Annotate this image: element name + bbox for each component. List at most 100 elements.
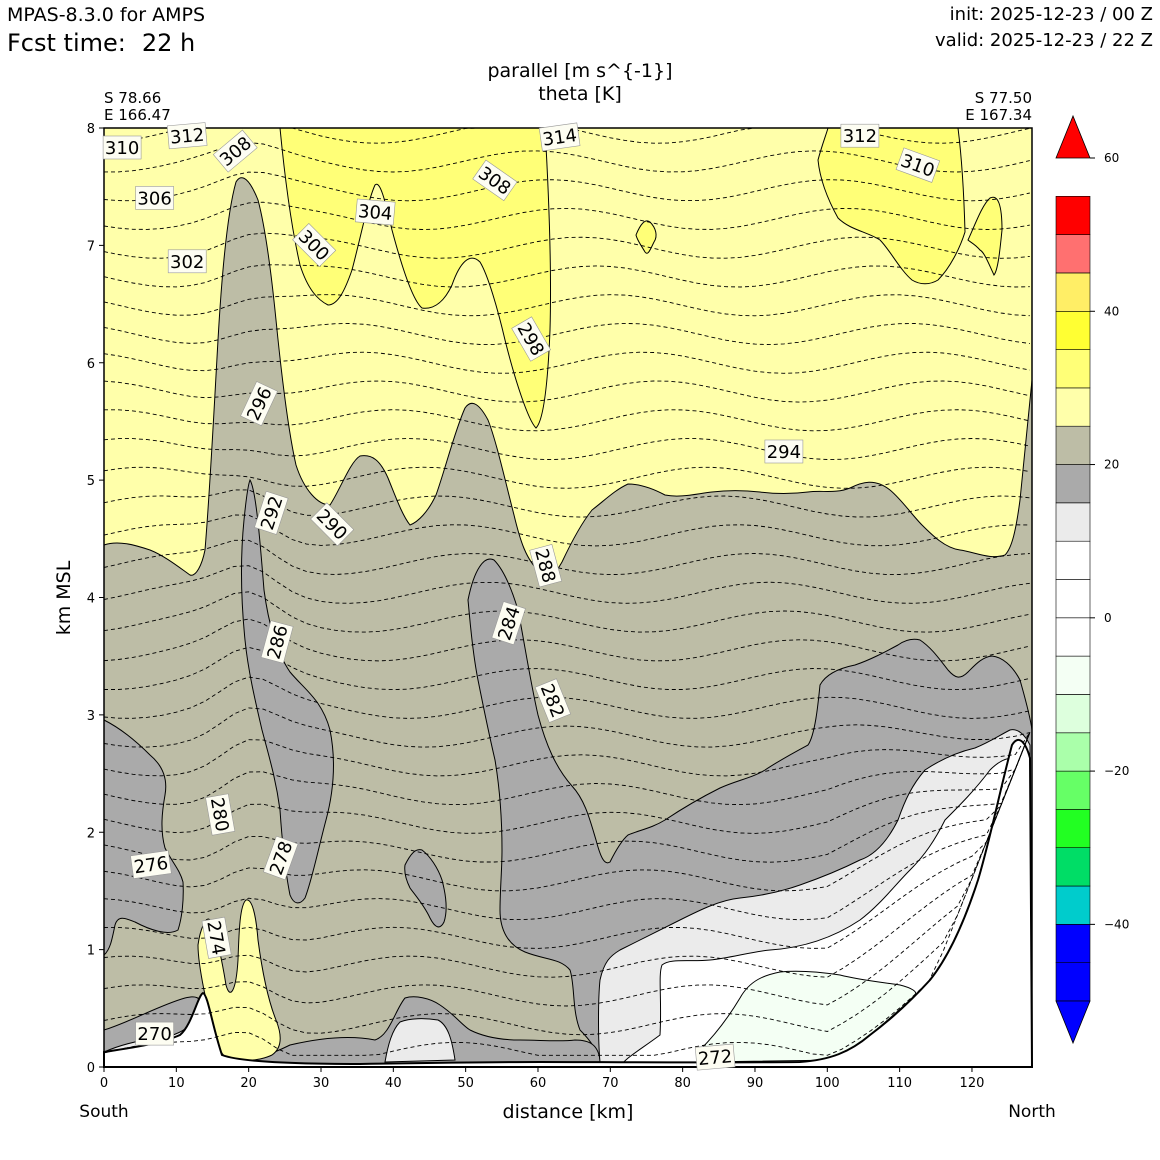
x-tick-label: 90 [747,1076,764,1091]
theta-label: 274 [201,916,232,959]
left-longitude: E 166.47 [104,106,171,124]
x-tick-label: 20 [240,1076,257,1091]
theta-label: 310 [102,135,142,160]
colorbar-segment [1055,310,1091,350]
theta-label-text: 312 [843,126,877,147]
valid-time: valid: 2025-12-23 / 22 Z [935,30,1153,51]
theta-label-box [764,439,804,464]
theta-contour-line [103,707,1030,748]
x-tick-label: 80 [674,1076,691,1091]
y-axis-label: km MSL [53,560,75,635]
init-time: init: 2025-12-23 / 00 Z [949,4,1153,25]
theta-label-text: 310 [105,138,139,159]
theta-label-text: 294 [767,442,801,463]
y-tick-label: 7 [87,239,95,254]
x-tick-label: 70 [602,1076,619,1091]
theta-label: 272 [694,1043,736,1071]
theta-label-layer: 310 312 3083063143083123103043003022982962… [102,122,941,1071]
theta-label-box [694,1043,736,1071]
theta-label-text: 276 [133,853,170,879]
colorbar-segment [1055,425,1091,465]
colorbar-segment [1055,502,1091,542]
theta-label: 314 [538,122,581,152]
theta-label-text: 312 [169,125,205,149]
colorbar-segment [1055,579,1091,619]
colorbar-segment [1055,540,1091,580]
theta-label-box [529,543,563,588]
theta-label-text: 304 [357,201,393,225]
y-tick-label: 6 [87,357,95,372]
theta-label-box [166,122,208,150]
theta-contour-line [103,676,1030,719]
y-axis: 0 1 2 3 4 5 6 7 8 [87,122,104,1076]
theta-label-box [263,835,299,881]
forecast-time-label: Fcst time: [7,29,126,57]
theta-contour-line [103,466,1030,489]
colorbar-tick-label: −40 [1104,917,1129,931]
theta-contour-line [103,232,1030,259]
theta-contour-line [103,732,1031,806]
theta-label-box [354,198,396,226]
colorbar-tick-label: 20 [1104,458,1119,472]
theta-contour-line [103,732,1031,777]
theta-label-box [135,1021,174,1046]
wind-fill-layer [103,127,1034,1068]
theta-label-text: 272 [697,1046,733,1070]
theta-label-box [538,122,581,152]
theta-contour-line [103,732,1031,1007]
theta-contour-line [103,565,1030,604]
theta-label-box [205,793,236,836]
colorbar-segment [1055,196,1091,235]
colorbar-tick-label: 60 [1104,151,1119,165]
colorbar-segment [1055,885,1091,925]
theta-label-box [472,159,518,202]
theta-label: 306 [135,186,174,210]
theta-label: 294 [764,439,804,464]
theta-label-box [260,620,294,664]
colorbar-tick-label: 40 [1104,304,1119,318]
theta-contour-line [103,732,1031,892]
colorbar-segment [1055,234,1091,274]
colorbar-segment [1055,770,1091,810]
theta-label-text: 270 [137,1024,171,1045]
wind-region-15-left [103,719,184,957]
y-tick-label: 5 [87,474,95,489]
theta-label-box [310,502,355,547]
theta-contour-line [104,142,1030,173]
forecast-time: Fcst time: 22 h [7,29,195,57]
theta-label: 304 [354,198,396,226]
theta-label-box [240,381,278,427]
y-tick-label: 3 [87,709,95,724]
theta-contour-line [103,351,1030,374]
x-tick-label: 10 [168,1076,185,1091]
colorbar-segment [1055,655,1091,695]
right-longitude: E 167.34 [965,106,1032,124]
terrain [103,738,1034,1068]
theta-contour-line [103,264,1030,288]
right-latitude: S 77.50 [975,89,1032,107]
theta-label: 276 [130,850,172,879]
theta-label-box [201,916,232,959]
y-tick-label: 0 [87,1061,95,1076]
chart-title-theta: theta [K] [538,83,622,105]
colorbar-segment [1055,272,1091,312]
theta-contour-line [103,732,1031,834]
colorbar-segment [1055,924,1091,964]
south-label: South [79,1102,128,1122]
theta-contour-line [103,732,1031,921]
theta-contour-line [103,732,1031,978]
theta-label-text: 314 [541,125,578,151]
colorbar-segment [1055,962,1091,1002]
theta-contour-line [103,294,1030,317]
theta-label-box [511,316,552,362]
theta-label-box [534,678,572,723]
theta-label-box [491,601,526,646]
theta-label-box [167,249,207,274]
wind-region-10-mid [384,1018,456,1063]
theta-label: 270 [135,1021,174,1046]
chart-title-parallel: parallel [m s^{-1}] [487,60,673,82]
x-tick-label: 60 [530,1076,547,1091]
x-tick-label: 50 [457,1076,474,1091]
theta-contour-line [103,322,1030,346]
theta-contour-line [103,489,1030,518]
